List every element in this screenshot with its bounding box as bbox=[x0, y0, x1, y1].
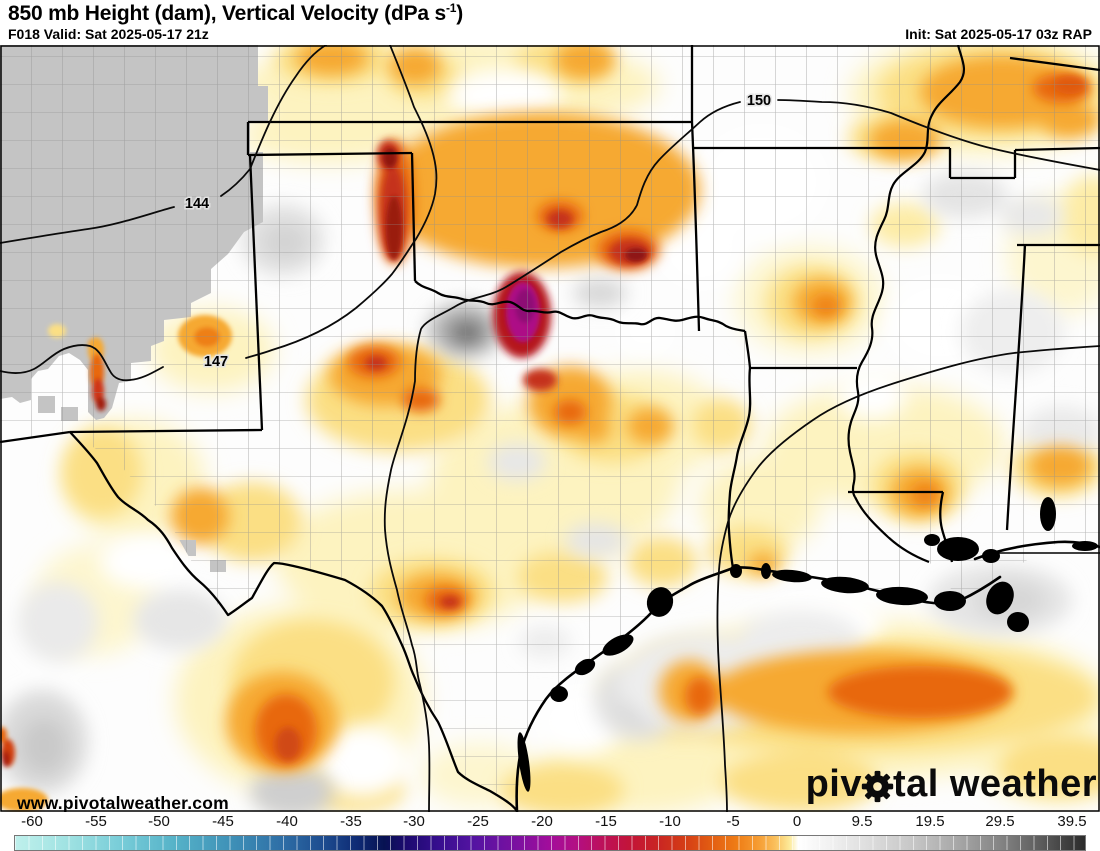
title-superscript: -1 bbox=[446, 1, 456, 15]
pivotal-weather-logo: piv tal weather bbox=[806, 763, 1097, 806]
colorbar-tick: -40 bbox=[276, 813, 298, 830]
colorbar-tick: -20 bbox=[531, 813, 553, 830]
header: 850 mb Height (dam), Vertical Velocity (… bbox=[0, 0, 1100, 45]
contour-label-150: 150 bbox=[747, 93, 771, 109]
colorbar-tick: -5 bbox=[726, 813, 739, 830]
valid-time-label: F018 Valid: Sat 2025-05-17 21z bbox=[8, 26, 209, 42]
watermark-url: www.pivotalweather.com bbox=[17, 793, 229, 814]
contour-label-144: 144 bbox=[185, 196, 209, 212]
colorbar-tick: -15 bbox=[595, 813, 617, 830]
colorbar-tick: -60 bbox=[21, 813, 43, 830]
weather-map-svg: 144 147 150 bbox=[0, 45, 1100, 812]
colorbar-tick: -55 bbox=[85, 813, 107, 830]
colorbar-tick: 19.5 bbox=[915, 813, 944, 830]
colorbar-tick: -50 bbox=[148, 813, 170, 830]
colorbar-tick: 0 bbox=[793, 813, 801, 830]
logo-text-tal-weather: tal weather bbox=[893, 763, 1097, 806]
gear-icon bbox=[861, 770, 894, 803]
contour-label-147: 147 bbox=[204, 354, 228, 370]
map-canvas: 144 147 150 www.pivotalweather.com piv tal… bbox=[0, 45, 1100, 812]
colorbar-tick: -35 bbox=[340, 813, 362, 830]
page-title: 850 mb Height (dam), Vertical Velocity (… bbox=[8, 1, 463, 26]
init-time-label: Init: Sat 2025-05-17 03z RAP bbox=[905, 26, 1092, 42]
logo-text-piv: piv bbox=[806, 763, 862, 806]
colorbar-gradient bbox=[14, 835, 1086, 851]
colorbar-tick: -45 bbox=[212, 813, 234, 830]
colorbar-tick: 39.5 bbox=[1057, 813, 1086, 830]
title-text: 850 mb Height (dam), Vertical Velocity (… bbox=[8, 2, 446, 25]
header-subrow: F018 Valid: Sat 2025-05-17 21z Init: Sat… bbox=[8, 26, 1092, 42]
colorbar-tick: -30 bbox=[403, 813, 425, 830]
colorbar-tick: 29.5 bbox=[985, 813, 1014, 830]
colorbar-tick: 9.5 bbox=[852, 813, 873, 830]
title-close: ) bbox=[456, 2, 463, 25]
colorbar-tick: -10 bbox=[659, 813, 681, 830]
colorbar-tick: -25 bbox=[467, 813, 489, 830]
